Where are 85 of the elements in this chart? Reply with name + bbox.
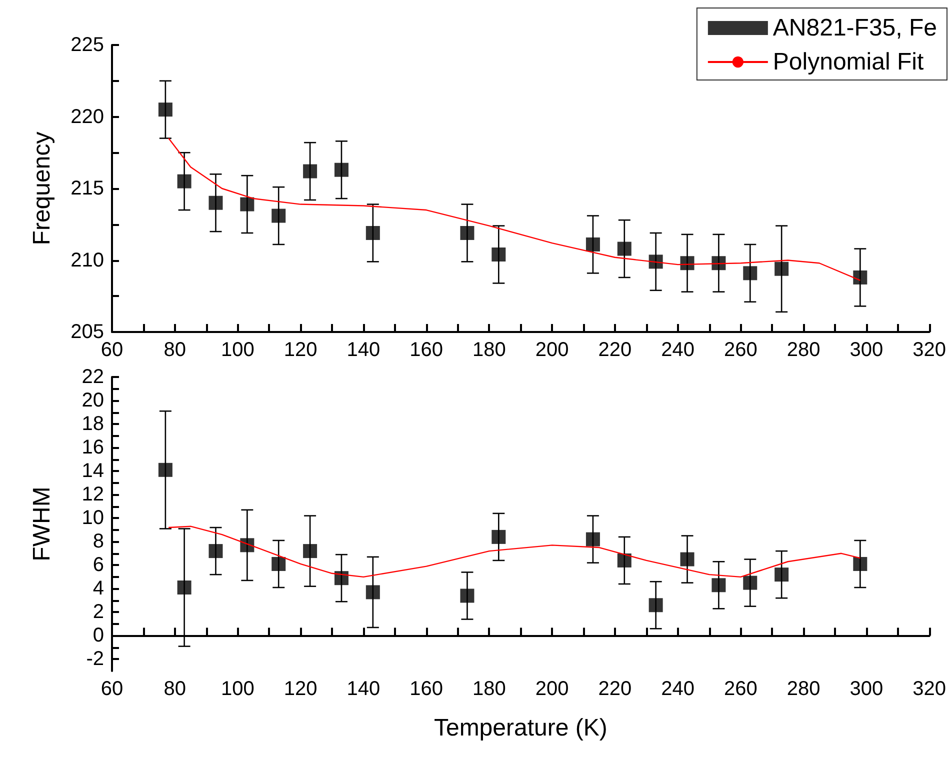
point [853,556,868,571]
point [712,578,726,592]
point [617,553,632,568]
x-tick-label: 320 [912,339,946,361]
y-axis-title: Frequency [28,132,56,246]
x-tick-label: 140 [346,339,380,361]
point [492,248,506,262]
point [460,226,474,240]
point [853,270,868,284]
point [208,196,223,210]
x-tick-label: 260 [724,339,758,361]
x-tick-label: 300 [850,339,884,361]
x-tick-label: 300 [850,678,884,700]
y-tick-label: 20 [82,390,104,412]
y-tick-label: 215 [70,178,104,200]
point [240,197,254,212]
point [648,254,663,269]
x-tick-label: 200 [535,339,569,361]
point [460,588,474,603]
y-tick-label: 16 [82,436,104,459]
x-tick-label: 160 [410,339,444,361]
x-tick-label: 80 [164,678,186,700]
y-tick-label: 2 [92,601,104,624]
point [334,571,348,586]
y-tick-label: 6 [92,554,104,576]
point [774,262,789,276]
y-tick-label: 0 [92,624,104,647]
point [617,242,632,256]
point [158,462,172,477]
x-tick-label: 180 [472,339,506,361]
y-tick-label: 8 [92,530,104,553]
point [366,585,380,600]
x-tick-label: 240 [661,678,695,700]
point [648,598,663,612]
x-tick-label: 120 [284,678,318,700]
x-tick-label: 180 [472,678,506,700]
x-tick-label: 100 [221,339,254,361]
point [208,544,223,558]
point [492,530,506,544]
y-tick-label: 18 [82,413,104,436]
x-axis-title: Temperature (K) [434,714,608,742]
point [303,164,318,178]
y-tick-label: -2 [86,648,104,670]
point [240,538,254,552]
legend-label: AN821-F35, Fe [772,14,938,42]
x-tick-label: 280 [786,339,820,361]
y-tick-label: 22 [82,366,104,388]
point [334,162,348,177]
x-tick-label: 320 [912,678,946,700]
point [680,552,694,566]
x-tick-label: 140 [346,678,380,700]
point [303,544,318,558]
x-tick-label: 220 [598,678,632,700]
legend-label: Polynomial Fit [772,48,924,76]
point [272,208,286,223]
x-tick-label: 260 [724,678,758,700]
point [177,174,192,188]
y-tick-label: 220 [70,106,104,128]
x-tick-label: 280 [786,678,820,700]
x-tick-label: 120 [284,339,318,361]
y-tick-label: 210 [70,249,104,272]
x-tick-label: 240 [661,339,695,361]
x-tick-label: 100 [221,678,254,700]
x-tick-label: 80 [164,339,186,361]
point [743,576,758,590]
y-tick-label: 14 [82,460,104,482]
point [272,556,286,571]
x-tick-label: 200 [535,678,569,700]
x-tick-label: 60 [100,678,124,700]
y-axis-title: FWHM [28,486,56,562]
point [743,266,758,280]
point [712,256,726,270]
point [680,256,694,270]
x-tick-label: 220 [598,339,632,361]
point [586,532,600,546]
y-tick-label: 12 [82,484,104,506]
y-tick-label: 4 [92,578,104,600]
x-tick-label: 160 [410,678,444,700]
point [177,580,192,595]
point [586,237,600,252]
point [774,568,789,582]
y-tick-label: 225 [70,34,104,56]
point [366,226,380,240]
y-tick-label: 10 [82,507,104,530]
point [158,102,172,117]
